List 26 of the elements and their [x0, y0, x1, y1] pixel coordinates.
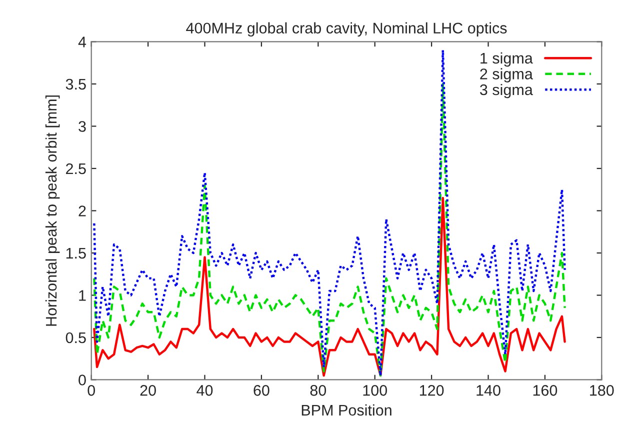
y-tick-label: 2 — [78, 206, 86, 216]
x-tick-label: 80 — [310, 385, 326, 396]
y-tick-label: 0 — [78, 374, 86, 386]
y-tick-label: 1.5 — [66, 248, 86, 259]
y-tick-label: 4 — [78, 36, 86, 48]
x-tick-label: 100 — [363, 385, 387, 396]
y-tick-label: 0.5 — [66, 332, 86, 344]
y-tick-label: 3.5 — [66, 78, 86, 90]
y-axis-title: Horizontal peak to peak orbit [mm] — [45, 95, 60, 326]
y-tick-label: 3 — [78, 121, 86, 132]
x-tick-label: 140 — [476, 385, 500, 396]
x-tick-label: 40 — [196, 385, 213, 396]
x-tick-label: 120 — [420, 385, 444, 396]
x-axis-title: BPM Position — [302, 404, 392, 416]
y-tick-label: 2.5 — [66, 163, 86, 174]
y-tick-label: 1 — [79, 290, 86, 301]
legend-label: 1 sigma — [480, 52, 533, 67]
line-series — [93, 196, 566, 377]
legend-label: 3 sigma — [480, 84, 533, 98]
x-tick-label: 20 — [140, 385, 156, 396]
x-tick-label: 160 — [533, 385, 558, 396]
x-tick-label: 60 — [254, 385, 270, 396]
legend-label: 2 sigma — [480, 68, 533, 82]
x-tick-label: 180 — [590, 385, 614, 396]
x-tick-label: 0 — [88, 385, 95, 396]
chart-title: 400MHz global crab cavity, Nominal LHC optics — [186, 22, 507, 37]
